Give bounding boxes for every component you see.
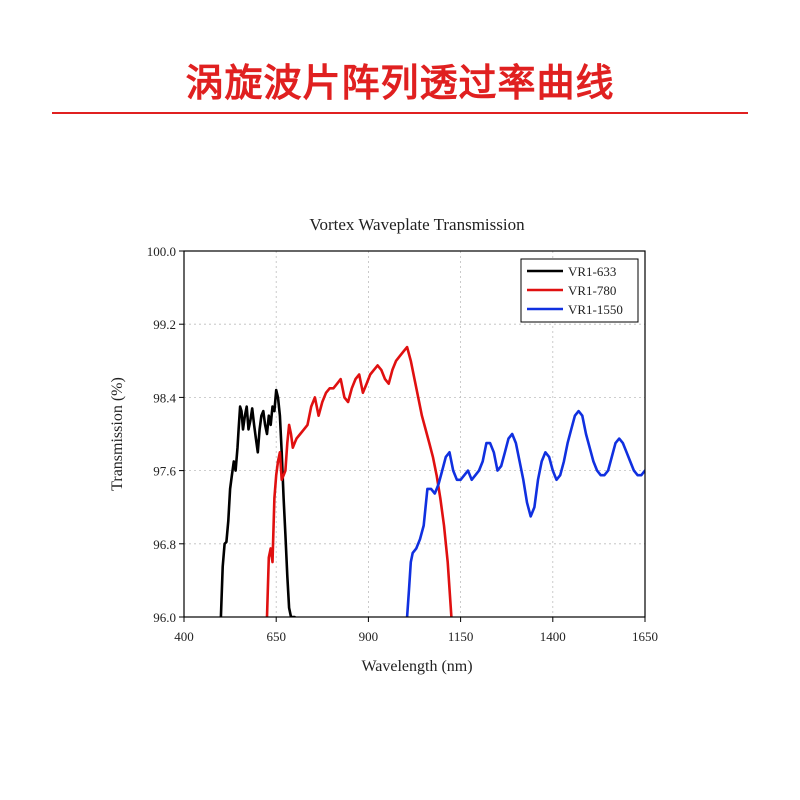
title-divider xyxy=(52,112,748,114)
y-tick-label: 100.0 xyxy=(147,244,176,259)
series-layer xyxy=(219,345,645,617)
y-axis-label: Transmission (%) xyxy=(109,377,126,491)
series-line-vr1-1550 xyxy=(405,409,645,617)
y-tick-label: 96.0 xyxy=(153,610,176,625)
x-tick-label: 1150 xyxy=(448,629,474,644)
legend-label: VR1-780 xyxy=(568,283,616,298)
legend-label: VR1-633 xyxy=(568,264,616,279)
x-tick-label: 900 xyxy=(359,629,379,644)
x-axis-label: Wavelength (nm) xyxy=(361,658,472,675)
y-tick-label: 98.4 xyxy=(153,390,176,405)
x-tick-label: 1400 xyxy=(540,629,566,644)
plot-frame xyxy=(183,250,646,618)
page-title: 涡旋波片阵列透过率曲线 xyxy=(185,61,615,105)
x-tick-label: 650 xyxy=(266,629,286,644)
series-line-vr1-633 xyxy=(219,388,296,617)
grid-lines xyxy=(184,251,645,617)
legend: VR1-633 VR1-780 VR1-1550 xyxy=(520,258,639,323)
series-line-vr1-780 xyxy=(265,345,453,617)
chart-title: Vortex Waveplate Transmission xyxy=(309,215,525,234)
x-tick-label: 1650 xyxy=(632,629,658,644)
y-tick-label: 97.6 xyxy=(153,464,176,479)
legend-label: VR1-1550 xyxy=(568,302,623,317)
y-tick-label: 96.8 xyxy=(153,537,176,552)
axis-ticks: 96.0 96.8 97.6 98.4 99.2 100.0 400 650 900 1150 14… xyxy=(147,244,658,644)
x-tick-label: 400 xyxy=(174,629,194,644)
y-tick-label: 99.2 xyxy=(153,317,176,332)
